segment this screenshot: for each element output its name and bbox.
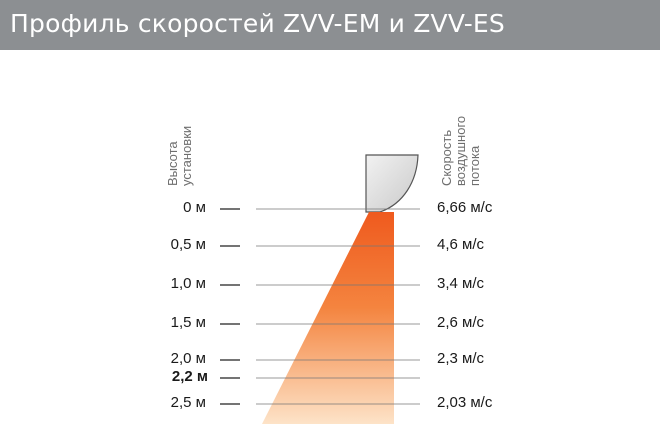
speed-label: 2,03 м/с <box>437 394 493 411</box>
speed-label: 6,66 м/с <box>437 199 493 216</box>
height-label: 1,0 м <box>170 275 206 292</box>
speed-label: 2,3 м/с <box>437 350 484 367</box>
page-title: Профиль скоростей ZVV-EM и ZVV-ES <box>10 9 505 38</box>
speed-label: 2,6 м/с <box>437 314 484 331</box>
header-bar: Профиль скоростей ZVV-EM и ZVV-ES <box>0 0 660 50</box>
height-label: 0 м <box>183 199 206 216</box>
speed-label: 4,6 м/с <box>437 236 484 253</box>
height-label: 1,5 м <box>170 314 206 331</box>
speed-label: 3,4 м/с <box>437 275 484 292</box>
height-label: 2,0 м <box>170 350 206 367</box>
air-curtain-unit <box>365 154 419 213</box>
height-label: 0,5 м <box>170 236 206 253</box>
height-label: 2,5 м <box>170 394 206 411</box>
air-flow-cone <box>262 212 394 424</box>
height-label: 2,2 м <box>171 368 208 385</box>
